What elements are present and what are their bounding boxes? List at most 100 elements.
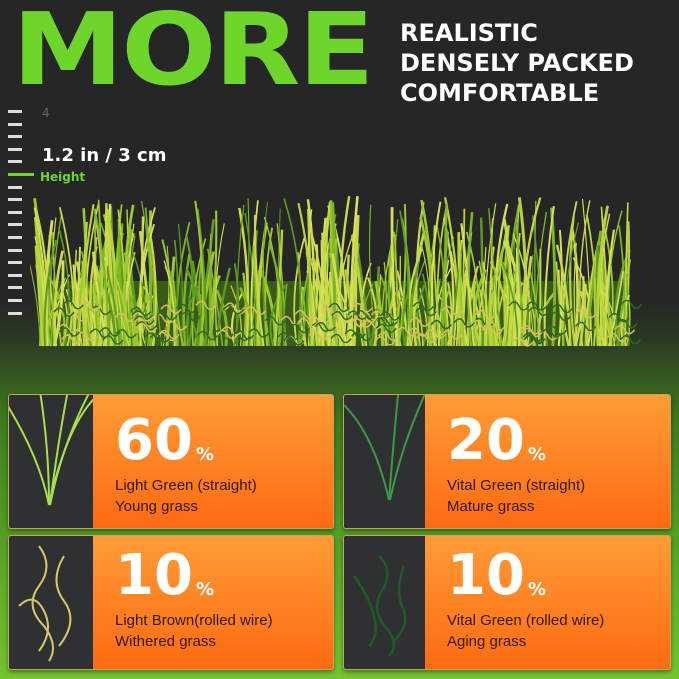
rolled-thatch (61, 334, 83, 344)
rolled-thatch (481, 325, 503, 336)
grass-blade (263, 216, 281, 347)
grass-blade (443, 203, 448, 347)
grass-blade (338, 196, 351, 347)
rolled-thatch (470, 320, 492, 330)
rolled-thatch (379, 311, 401, 321)
rolled-thatch (165, 321, 188, 331)
ruler-tick (8, 173, 34, 176)
ruler-tick (8, 236, 22, 239)
grass-blade (391, 295, 404, 347)
grass-blade (93, 280, 105, 347)
grass-description: Mature grass (447, 498, 535, 515)
grass-blade (444, 274, 452, 347)
rolled-thatch (541, 328, 563, 338)
rolled-thatch (115, 328, 138, 339)
grass-blade (230, 292, 244, 347)
grass-blade (43, 239, 58, 347)
grass-blade (460, 223, 475, 347)
grass-blade (94, 214, 109, 347)
rolled-thatch (351, 302, 374, 313)
rolled-thatch (102, 335, 124, 345)
rolled-thatch (344, 329, 366, 339)
grass-blade (578, 284, 587, 347)
rolled-thatch (224, 305, 247, 315)
grass-blade (57, 227, 70, 347)
ruler-tick (8, 135, 22, 139)
rolled-thatch (528, 306, 550, 317)
percent-sign: % (527, 579, 546, 600)
grass-blade (349, 195, 359, 347)
grass-blade-image (344, 395, 425, 528)
grass-blade (207, 283, 215, 347)
rolled-thatch (53, 307, 75, 317)
grass-blade (488, 293, 494, 347)
percent-value: 20 (447, 408, 525, 473)
rolled-thatch (314, 321, 336, 332)
grass-blade (528, 254, 534, 347)
height-label: Height (40, 170, 86, 184)
grass-blade (117, 219, 127, 347)
grass-blade (185, 268, 202, 347)
ruler-tick (8, 311, 22, 315)
ruler-tick (8, 198, 22, 202)
grass-blade (273, 229, 284, 347)
rolled-thatch (58, 327, 81, 337)
grass-blade (182, 253, 191, 347)
grass-blade-image (9, 536, 93, 669)
rolled-thatch (196, 330, 219, 341)
ruler-tick (8, 160, 22, 164)
grass-blade (607, 210, 623, 347)
grass-blade (105, 218, 114, 347)
grass-blade (387, 246, 395, 347)
rolled-green-blades-icon (352, 555, 407, 657)
grass-blade (510, 204, 520, 347)
grass-blade-image (344, 536, 425, 669)
rolled-thatch (134, 317, 156, 327)
rolled-thatch (523, 334, 545, 345)
grass-blade (34, 245, 45, 347)
grass-blade (569, 215, 576, 347)
grass-blade (579, 290, 589, 347)
grass-blade (618, 225, 626, 347)
grass-blade (457, 254, 467, 347)
rolled-thatch (409, 317, 431, 327)
percent-sign: % (195, 579, 214, 600)
percent-sign: % (195, 444, 214, 465)
grass-blade (30, 263, 41, 347)
grass-blade (599, 213, 611, 347)
grass-blade (503, 218, 513, 347)
grass-blade (177, 223, 184, 347)
percent-value: 60 (115, 408, 193, 473)
grass-blade (355, 247, 373, 347)
grass-blade (504, 247, 511, 347)
grass-blade (244, 198, 250, 347)
ruler-tick (8, 210, 22, 214)
rolled-thatch (441, 305, 463, 316)
rolled-thatch (614, 324, 636, 335)
rolled-thatch (484, 321, 506, 331)
grass-blade (520, 233, 532, 347)
ruler-tick (8, 248, 22, 252)
grass-blade (459, 253, 466, 347)
ruler-tick (8, 299, 22, 302)
rolled-thatch (521, 327, 543, 338)
rolled-thatch (328, 302, 350, 313)
rolled-thatch (322, 307, 344, 318)
grass-blade (604, 229, 616, 347)
percent-sign: % (527, 444, 546, 465)
ruler-tick (8, 223, 22, 227)
rolled-thatch (396, 326, 418, 337)
blend-card-aging-grass: 10% Vital Green (rolled wire) Aging grass (343, 535, 671, 670)
grass-blade (230, 285, 243, 347)
grass-description: Young grass (115, 498, 198, 515)
rolled-thatch (179, 311, 201, 322)
tagline: DENSELY PACKED (400, 49, 634, 77)
grass-blade (123, 204, 135, 347)
grass-blade (420, 199, 434, 347)
rolled-thatch (415, 306, 437, 317)
rolled-thatch (575, 308, 597, 319)
rolled-thatch (79, 301, 101, 312)
grass-blade (298, 288, 306, 347)
grass-blade (430, 201, 442, 347)
ruler-tick (8, 122, 22, 126)
